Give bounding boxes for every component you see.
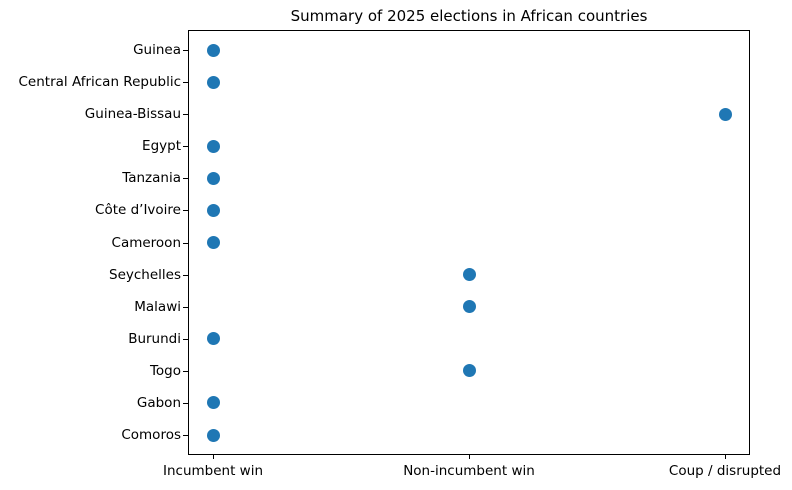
y-tick-label: Central African Republic [18, 74, 182, 91]
data-point [462, 300, 476, 314]
y-tick [183, 114, 188, 116]
y-tick-label: Côte d’Ivoire [95, 202, 181, 219]
data-point [462, 364, 476, 378]
y-tick-label: Guinea [133, 42, 181, 58]
data-point [206, 43, 220, 57]
y-tick [183, 274, 188, 276]
x-tick [469, 454, 470, 459]
data-point [206, 428, 220, 442]
y-tick-label: Comoros [121, 427, 181, 443]
data-point [206, 75, 220, 89]
y-tick [183, 435, 188, 436]
data-point [206, 171, 220, 185]
data-point [206, 396, 220, 410]
y-tick [183, 50, 188, 51]
y-tick [183, 82, 188, 84]
y-tick-label: Guinea-Bissau [84, 106, 181, 123]
data-point [206, 203, 220, 217]
y-tick [183, 338, 188, 340]
y-tick [183, 306, 188, 308]
x-tick-label: Coup / disrupted [668, 463, 782, 479]
data-point [462, 268, 476, 282]
y-tick [183, 178, 188, 180]
y-tick [183, 370, 188, 372]
y-tick [183, 210, 188, 212]
y-tick [183, 242, 188, 244]
y-tick-label: Cameroon [111, 234, 181, 251]
data-point [206, 332, 220, 346]
data-point [206, 236, 220, 249]
y-tick-label: Togo [149, 362, 181, 379]
x-tick-label: Non-incumbent win [403, 463, 535, 479]
plot-area [188, 30, 750, 455]
y-tick-label: Egypt [142, 138, 181, 155]
y-tick-label: Malawi [134, 298, 181, 315]
y-tick [183, 402, 188, 404]
data-point [206, 139, 220, 153]
x-tick-label: Incumbent win [162, 463, 264, 479]
y-tick-label: Gabon [136, 394, 181, 411]
y-tick-label: Burundi [128, 330, 181, 347]
y-tick-label: Tanzania [122, 170, 181, 187]
chart-title: Summary of 2025 elections in African cou… [290, 7, 648, 25]
y-tick [183, 146, 188, 148]
x-tick [213, 454, 214, 459]
y-tick-label: Seychelles [109, 266, 181, 283]
data-point [718, 107, 732, 121]
x-tick [725, 454, 726, 459]
